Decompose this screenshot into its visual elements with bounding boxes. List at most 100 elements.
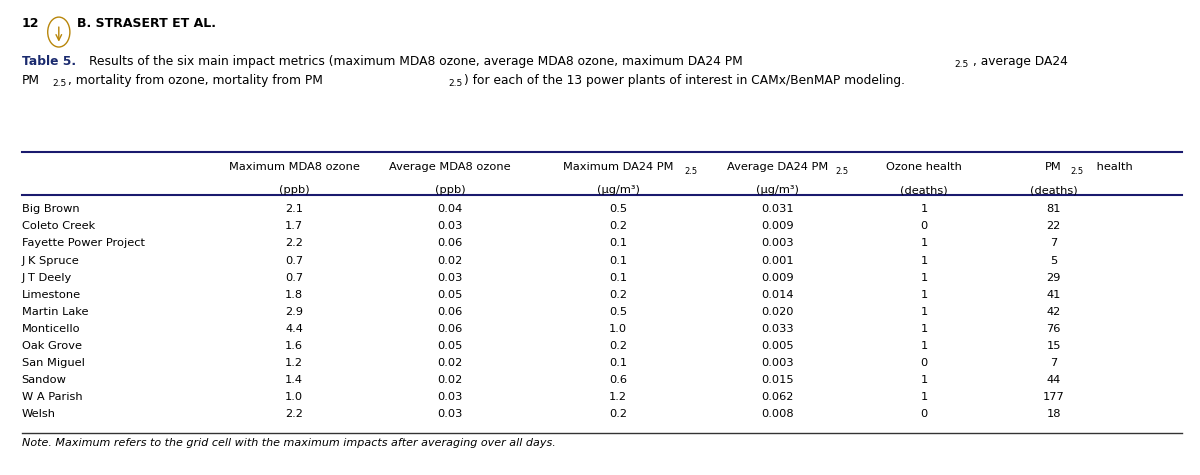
Text: 2.5: 2.5: [53, 79, 67, 88]
Text: 1.0: 1.0: [608, 324, 628, 334]
Text: J T Deely: J T Deely: [22, 273, 72, 283]
Text: 2.5: 2.5: [835, 167, 848, 176]
Text: 0.5: 0.5: [608, 307, 628, 317]
Text: Ozone health: Ozone health: [886, 162, 962, 172]
Text: 0.2: 0.2: [610, 221, 628, 231]
Text: 0.033: 0.033: [761, 324, 794, 334]
Text: 0.7: 0.7: [284, 273, 304, 283]
Text: 1: 1: [920, 341, 928, 351]
Text: 2.5: 2.5: [684, 167, 697, 176]
Text: B. STRASERT ET AL.: B. STRASERT ET AL.: [77, 17, 216, 29]
Text: Martin Lake: Martin Lake: [22, 307, 88, 317]
Text: Note. Maximum refers to the grid cell with the maximum impacts after averaging o: Note. Maximum refers to the grid cell wi…: [22, 438, 556, 448]
Text: 0.02: 0.02: [437, 358, 463, 368]
Text: 2.1: 2.1: [286, 204, 302, 214]
Text: 2.5: 2.5: [449, 79, 463, 88]
Text: Welsh: Welsh: [22, 409, 55, 419]
Text: 0: 0: [920, 358, 928, 368]
Text: 5: 5: [1050, 256, 1057, 266]
Text: Maximum DA24 PM: Maximum DA24 PM: [563, 162, 673, 172]
Text: (deaths): (deaths): [1030, 185, 1078, 195]
Text: 76: 76: [1046, 324, 1061, 334]
Text: health: health: [1093, 162, 1133, 172]
Text: 0: 0: [920, 409, 928, 419]
Text: 1: 1: [920, 238, 928, 248]
Text: PM: PM: [22, 74, 40, 86]
Text: 0.2: 0.2: [610, 290, 628, 300]
Text: 22: 22: [1046, 221, 1061, 231]
Text: 1: 1: [920, 290, 928, 300]
Text: 2.2: 2.2: [286, 409, 302, 419]
Text: 1: 1: [920, 204, 928, 214]
Text: 0.5: 0.5: [608, 204, 628, 214]
Text: 0.009: 0.009: [761, 221, 794, 231]
Text: 0.1: 0.1: [608, 273, 628, 283]
Text: 0.05: 0.05: [437, 290, 463, 300]
Text: Big Brown: Big Brown: [22, 204, 79, 214]
Text: Table 5.: Table 5.: [22, 55, 76, 67]
Text: 1.8: 1.8: [284, 290, 304, 300]
Text: Coleto Creek: Coleto Creek: [22, 221, 95, 231]
Text: 1.0: 1.0: [284, 392, 304, 402]
Text: 1: 1: [920, 375, 928, 385]
Text: 12: 12: [22, 17, 40, 29]
Text: 0.003: 0.003: [761, 238, 794, 248]
Text: (deaths): (deaths): [900, 185, 948, 195]
Text: 0.1: 0.1: [608, 256, 628, 266]
Text: 0.1: 0.1: [608, 238, 628, 248]
Text: 177: 177: [1043, 392, 1064, 402]
Text: (μg/m³): (μg/m³): [756, 185, 799, 195]
Text: 0.6: 0.6: [610, 375, 628, 385]
Text: 0.015: 0.015: [761, 375, 794, 385]
Text: (ppb): (ppb): [434, 185, 466, 195]
Text: 0.009: 0.009: [761, 273, 794, 283]
Text: 29: 29: [1046, 273, 1061, 283]
Text: 0.062: 0.062: [762, 392, 793, 402]
Text: Results of the six main impact metrics (maximum MDA8 ozone, average MDA8 ozone, : Results of the six main impact metrics (…: [89, 55, 743, 67]
Text: Average DA24 PM: Average DA24 PM: [727, 162, 828, 172]
Text: 0.04: 0.04: [437, 204, 463, 214]
Text: 0.008: 0.008: [761, 409, 794, 419]
Text: 0.2: 0.2: [610, 341, 628, 351]
Text: 0.06: 0.06: [437, 238, 463, 248]
Text: Average MDA8 ozone: Average MDA8 ozone: [389, 162, 511, 172]
Text: 0.03: 0.03: [437, 409, 463, 419]
Text: 0.001: 0.001: [761, 256, 794, 266]
Text: 18: 18: [1046, 409, 1061, 419]
Text: 1.2: 1.2: [286, 358, 302, 368]
Text: Sandow: Sandow: [22, 375, 66, 385]
Text: 1: 1: [920, 307, 928, 317]
Text: ) for each of the 13 power plants of interest in CAMx/BenMAP modeling.: ) for each of the 13 power plants of int…: [464, 74, 906, 86]
Text: San Miguel: San Miguel: [22, 358, 84, 368]
Text: 2.5: 2.5: [954, 60, 968, 69]
Text: 0.06: 0.06: [437, 307, 463, 317]
Text: Oak Grove: Oak Grove: [22, 341, 82, 351]
Text: 0.7: 0.7: [284, 256, 304, 266]
Text: 81: 81: [1046, 204, 1061, 214]
Text: , average DA24: , average DA24: [973, 55, 1068, 67]
Text: 0: 0: [920, 221, 928, 231]
Text: 0.003: 0.003: [761, 358, 794, 368]
Text: 44: 44: [1046, 375, 1061, 385]
Text: 0.03: 0.03: [437, 221, 463, 231]
Text: Limestone: Limestone: [22, 290, 80, 300]
Text: 0.02: 0.02: [437, 256, 463, 266]
Text: 1.2: 1.2: [610, 392, 628, 402]
Text: 1: 1: [920, 324, 928, 334]
Text: 0.2: 0.2: [610, 409, 628, 419]
Text: 1: 1: [920, 392, 928, 402]
Text: 1.4: 1.4: [286, 375, 302, 385]
Text: Maximum MDA8 ozone: Maximum MDA8 ozone: [228, 162, 360, 172]
Text: 1: 1: [920, 273, 928, 283]
Text: 0.02: 0.02: [437, 375, 463, 385]
Text: J K Spruce: J K Spruce: [22, 256, 79, 266]
Text: 15: 15: [1046, 341, 1061, 351]
Text: 2.9: 2.9: [286, 307, 302, 317]
Text: 41: 41: [1046, 290, 1061, 300]
Text: 0.031: 0.031: [761, 204, 794, 214]
Text: PM: PM: [1045, 162, 1062, 172]
Text: 2.2: 2.2: [286, 238, 302, 248]
Text: 0.03: 0.03: [437, 273, 463, 283]
Text: 1.6: 1.6: [286, 341, 302, 351]
Text: 1: 1: [920, 256, 928, 266]
